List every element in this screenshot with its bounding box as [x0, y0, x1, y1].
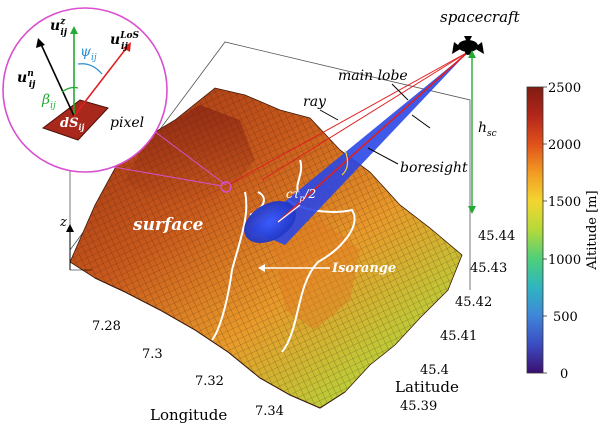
colorbar-tick-label: 1500	[548, 195, 581, 210]
isorange-curve-outer	[211, 191, 248, 341]
beta-label: βij	[41, 92, 56, 111]
latitude-tick: 45.4	[420, 363, 449, 378]
hsc-label: hsc	[478, 120, 497, 139]
latitude-tick: 45.39	[400, 399, 437, 414]
colorbar-strip	[526, 86, 544, 374]
psi-arc	[77, 63, 103, 75]
longitude-tick: 7.34	[255, 404, 284, 419]
ulos-label: uLoS ij	[110, 31, 140, 52]
ray-pointer	[319, 109, 339, 121]
lobe-tick	[411, 114, 431, 129]
un-vector	[39, 41, 75, 117]
boresight-pointer	[367, 147, 399, 165]
z-axis	[66, 224, 92, 271]
colorbar-tick-label: 2000	[548, 138, 581, 153]
isorange-curve-inner	[281, 199, 356, 353]
longitude-tick: 7.28	[92, 319, 121, 334]
ctp-arrow	[277, 204, 301, 223]
latitude-tick: 45.44	[478, 229, 515, 244]
radar-beam	[227, 51, 469, 245]
ctp-label: cτp/2	[286, 187, 316, 203]
un-label: un ij	[17, 69, 36, 90]
latitude-tick: 45.42	[455, 295, 492, 310]
colorbar-ticks	[543, 86, 547, 374]
z-axis-label: z	[59, 215, 67, 230]
psi-label: ψij	[80, 44, 97, 63]
main-lobe-label: main lobe	[338, 68, 408, 84]
terrain-surface	[69, 87, 463, 409]
main-lobe-edge	[261, 51, 469, 181]
pixel-patch	[41, 99, 109, 141]
terrain-ridge-shade	[125, 105, 255, 205]
surface-label: surface	[132, 215, 204, 235]
beta-arc	[61, 86, 79, 93]
isorange-annotation: Isorange	[258, 261, 396, 276]
ray-label: ray	[303, 94, 327, 110]
beam-footprint	[244, 201, 296, 243]
ds-label: dSij	[60, 116, 85, 132]
longitude-axis: 7.28 7.3 7.32 7.34 Longitude	[92, 319, 284, 424]
latitude-title-visible: Latitude	[395, 378, 459, 396]
colorbar-tick-label: 500	[553, 310, 578, 325]
latitude-axis: 45.44 45.43 45.42 45.41 45.4 45.39	[400, 229, 515, 414]
colorbar-tick-label: 2500	[548, 81, 581, 96]
spacecraft-label: spacecraft	[440, 8, 521, 26]
longitude-tick: 7.32	[195, 374, 224, 389]
main-lobe-pointer	[391, 83, 409, 101]
colorbar-tick-label: 1000	[548, 253, 581, 268]
uz-label: uz ij	[50, 17, 68, 38]
altitude-marker	[468, 50, 476, 214]
longitude-tick: 7.3	[142, 347, 163, 362]
colorbar-tick-label: 0	[560, 367, 568, 382]
ulos-vector	[73, 45, 129, 117]
boresight-label: boresight	[400, 160, 468, 176]
pixel-marker	[220, 181, 232, 193]
pixel-label: pixel	[110, 115, 144, 131]
terrain-front-edge	[94, 277, 346, 409]
longitude-title: Longitude	[150, 406, 227, 424]
latitude-tick: 45.43	[470, 261, 507, 276]
boresight-line	[277, 51, 469, 223]
latitude-tick: 45.41	[440, 329, 477, 344]
colorbar: 2500 2000 1500 1000 500 0 Altitude [m]	[526, 81, 600, 382]
pixel-inset	[2, 7, 168, 173]
isorange-label: Isorange	[331, 261, 396, 276]
colorbar-title: Altitude [m]	[585, 190, 600, 270]
spacecraft-icon	[452, 36, 484, 55]
range-arc	[341, 149, 349, 176]
ray-line	[227, 51, 469, 186]
